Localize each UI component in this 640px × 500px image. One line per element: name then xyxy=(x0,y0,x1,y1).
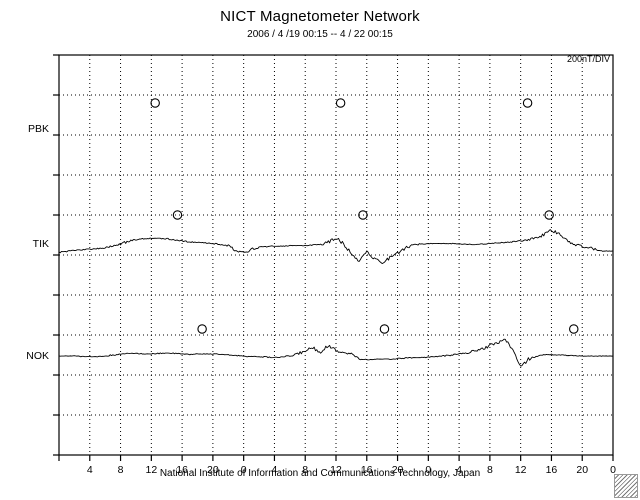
x-tick-label: 20 xyxy=(576,464,588,476)
marker-tik xyxy=(544,210,554,220)
y-axis-label-tik: TIK xyxy=(33,238,49,250)
x-tick-label: 4 xyxy=(456,464,462,476)
marker-pbk xyxy=(522,98,533,108)
scale-annotation: 200nT/DIV xyxy=(566,54,610,64)
marker-pbk xyxy=(150,98,160,108)
marker-nok xyxy=(379,324,390,334)
x-tick-label: 12 xyxy=(330,464,342,476)
page-title: NICT Magnetometer Network xyxy=(220,8,420,25)
y-axis-label-nok: NOK xyxy=(26,350,49,362)
time-range-subtitle: 2006 / 4 /19 00:15 -- 4 / 22 00:15 xyxy=(247,29,393,40)
x-tick-label: 4 xyxy=(87,464,93,476)
resize-handle-icon[interactable] xyxy=(614,474,638,498)
x-tick-label: 20 xyxy=(392,464,404,476)
trace-nok xyxy=(58,338,614,367)
x-tick-label: 4 xyxy=(272,464,278,476)
x-tick-label: 20 xyxy=(207,464,219,476)
x-tick-label: 0 xyxy=(241,464,247,476)
marker-tik xyxy=(172,210,183,220)
x-tick-label: 16 xyxy=(546,464,558,476)
footer-credit: National Institute of Information and Co… xyxy=(159,468,481,479)
x-tick-label: 12 xyxy=(145,464,157,476)
marker-nok xyxy=(197,324,207,334)
x-tick-label: 8 xyxy=(302,464,308,476)
x-tick-label: 0 xyxy=(425,464,431,476)
x-tick-label: 16 xyxy=(176,464,188,476)
x-tick-label: 16 xyxy=(361,464,373,476)
marker-nok xyxy=(569,324,579,334)
marker-tik xyxy=(358,210,368,220)
x-tick-label: 8 xyxy=(487,464,493,476)
marker-pbk xyxy=(335,98,346,108)
x-tick-label: 8 xyxy=(118,464,124,476)
x-tick-label: 12 xyxy=(515,464,527,476)
trace-tik xyxy=(58,229,614,265)
x-tick-label: 0 xyxy=(610,464,616,476)
y-axis-label-pbk: PBK xyxy=(28,123,49,135)
